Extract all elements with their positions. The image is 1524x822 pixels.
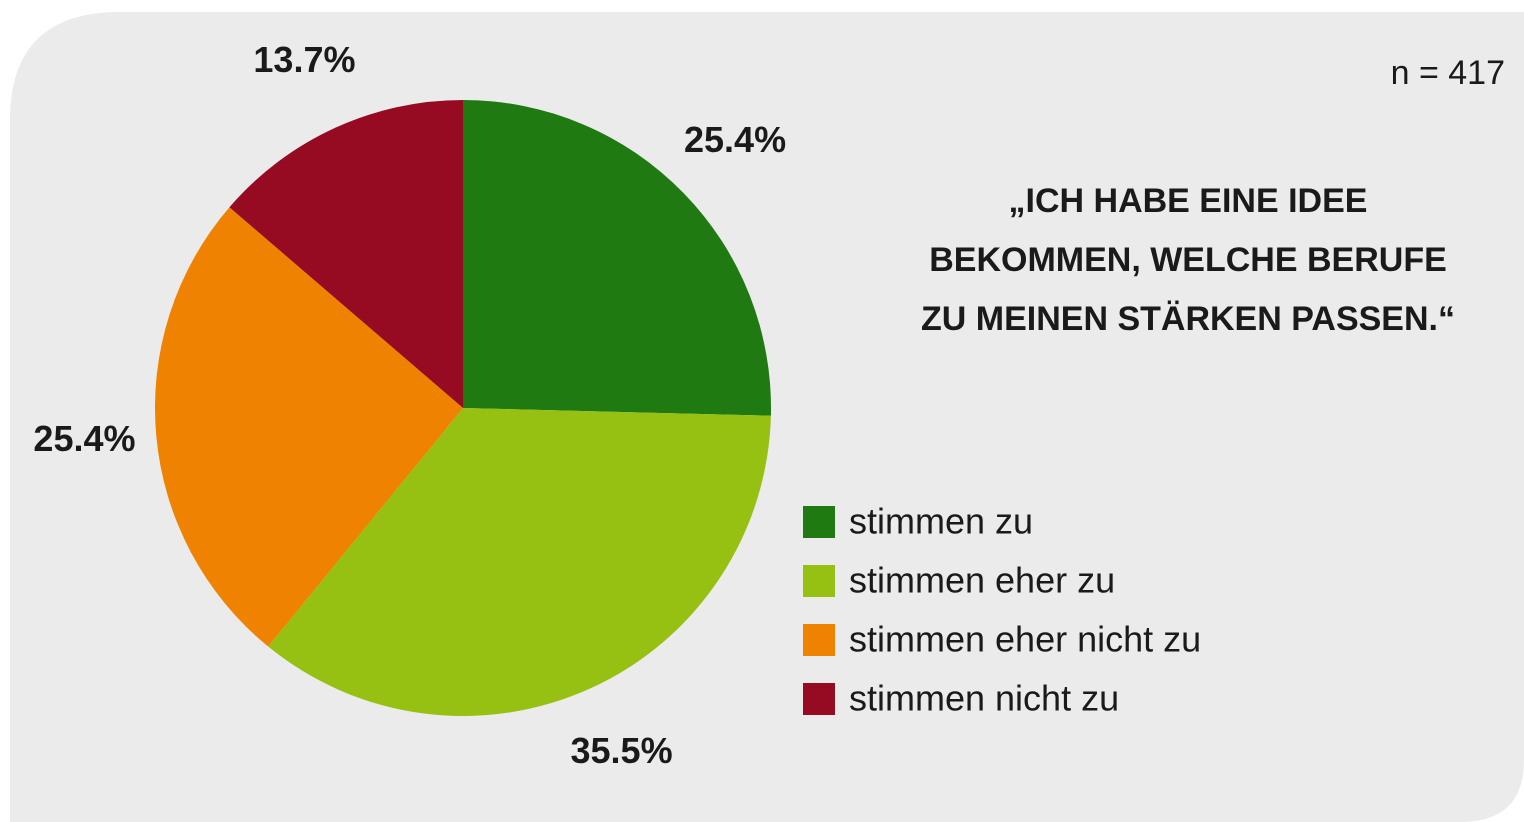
value-label: 13.7% <box>253 39 355 80</box>
pie-slice <box>268 408 771 716</box>
legend-swatch <box>803 624 835 656</box>
legend-label: stimmen eher zu <box>849 560 1115 601</box>
title-line: ZU MEINEN STÄRKEN PASSEN.“ <box>921 300 1455 338</box>
legend-label: stimmen zu <box>849 501 1033 542</box>
legend-swatch <box>803 683 835 715</box>
value-label: 25.4% <box>684 119 786 160</box>
pie-slice <box>463 100 771 416</box>
pie-slice <box>155 207 464 647</box>
legend-label: stimmen eher nicht zu <box>849 619 1201 660</box>
value-label: 25.4% <box>33 418 135 459</box>
pie-slice <box>229 100 463 408</box>
legend-swatch <box>803 506 835 538</box>
annotation: n = 417 <box>1391 54 1505 92</box>
value-label: 35.5% <box>571 730 673 771</box>
legend-label: stimmen nicht zu <box>849 678 1119 719</box>
legend-swatch <box>803 565 835 597</box>
title-line: „ICH HABE EINE IDEE <box>1009 182 1368 220</box>
title-line: BEKOMMEN, WELCHE BERUFE <box>929 241 1447 279</box>
